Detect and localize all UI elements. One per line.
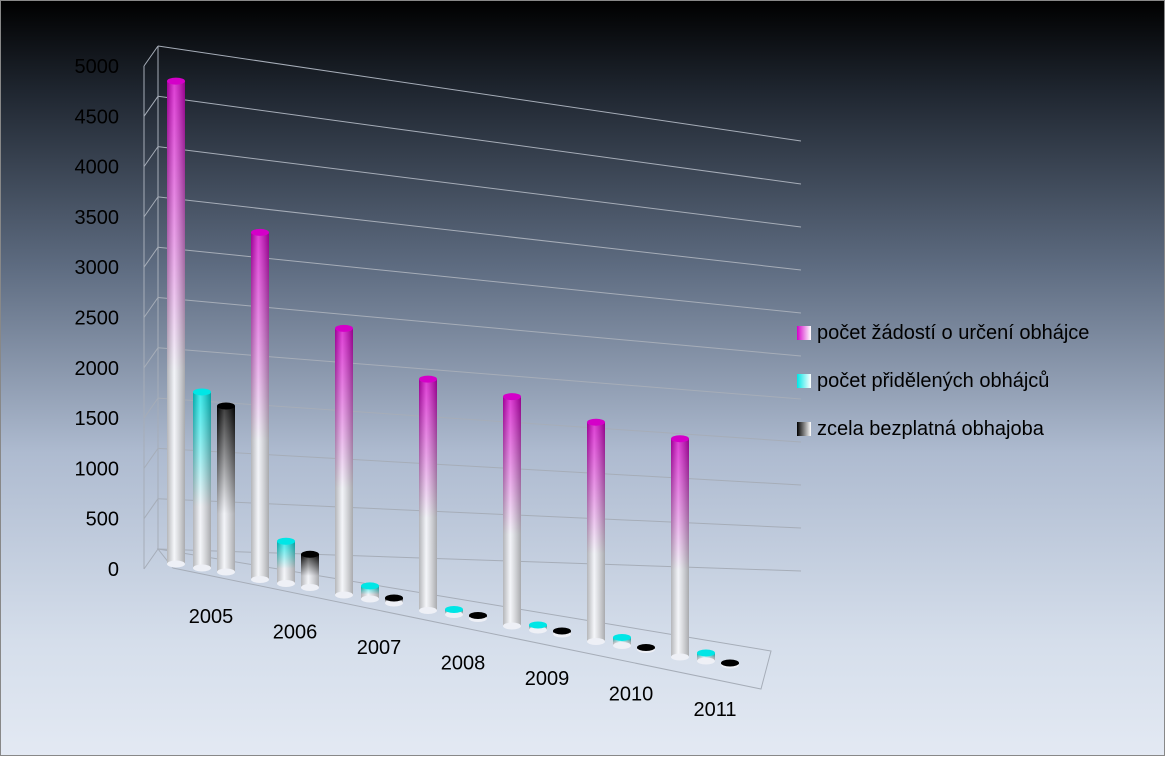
bar-top — [721, 659, 739, 667]
x-tick-label: 2005 — [189, 606, 234, 628]
gridline — [157, 196, 802, 271]
gridline — [157, 95, 802, 185]
bar-base — [361, 595, 379, 603]
bar-shading — [613, 637, 631, 646]
bar-top — [697, 649, 715, 657]
bar-shading — [419, 379, 437, 611]
bar-top — [587, 418, 605, 426]
gridline — [143, 45, 159, 67]
y-tick-label: 2500 — [75, 308, 120, 330]
x-tick-label: 2010 — [609, 684, 654, 706]
bar-base — [301, 584, 319, 591]
legend-label: počet žádostí o určení obhájce — [817, 321, 1090, 344]
x-tick-label: 2007 — [357, 637, 402, 659]
gridline — [143, 548, 159, 570]
bar-top — [469, 611, 487, 619]
gridline — [143, 246, 159, 268]
bar-shading — [361, 585, 379, 599]
y-tick-label: 3500 — [75, 207, 120, 229]
bar-base — [697, 657, 715, 665]
bar-top — [671, 435, 689, 443]
bar-top — [503, 393, 521, 401]
bar-top — [385, 594, 403, 602]
bar-base — [167, 560, 185, 568]
bar-base — [385, 599, 403, 607]
bar-top — [251, 228, 269, 236]
bar-top — [361, 582, 379, 590]
bar-base — [419, 607, 437, 614]
bar-top — [445, 605, 463, 613]
legend-item: počet žádostí o určení obhájce — [797, 321, 1157, 345]
x-tick-label: 2006 — [273, 622, 318, 644]
bar-base — [613, 642, 631, 649]
y-tick-label: 4000 — [75, 157, 120, 179]
y-tick-label: 1000 — [75, 458, 120, 480]
bar-base — [671, 653, 689, 661]
bar-top — [553, 627, 571, 635]
gridline — [157, 146, 802, 228]
gridline — [143, 96, 159, 117]
legend: počet žádostí o určení obhájce počet při… — [797, 321, 1157, 465]
gridline — [143, 297, 159, 318]
y-tick-label: 2000 — [75, 358, 120, 380]
bar-top — [637, 643, 655, 651]
gridline — [143, 347, 159, 369]
bar-top — [277, 537, 295, 545]
bar-top — [335, 324, 353, 332]
bar-shading — [301, 554, 319, 588]
bar-shading — [503, 396, 521, 626]
bar-base — [277, 580, 295, 587]
bar-top — [193, 388, 211, 396]
bar-base — [503, 622, 521, 630]
bar-top — [167, 77, 185, 85]
x-tick-label: 2009 — [525, 668, 570, 690]
gridline — [143, 397, 159, 419]
bar-top — [301, 550, 319, 558]
bar-base — [193, 564, 211, 572]
bar-shading — [697, 652, 715, 661]
bar-base — [217, 568, 235, 576]
bar-base — [335, 591, 353, 599]
bar-base — [529, 626, 547, 634]
bar-shading — [193, 391, 211, 568]
legend-swatch — [797, 326, 811, 340]
bar-shading — [671, 438, 689, 657]
gridline — [143, 498, 159, 519]
bar-shading — [335, 328, 353, 595]
y-tick-label: 0 — [108, 559, 119, 581]
y-tick-label: 4500 — [75, 106, 120, 128]
y-tick-label: 5000 — [75, 56, 120, 78]
legend-label: počet přidělených obhájců — [817, 369, 1050, 392]
bar-top — [217, 402, 235, 410]
bar-top — [529, 621, 547, 629]
bar-top — [419, 375, 437, 383]
x-tick-label: 2011 — [693, 699, 736, 721]
gridline — [143, 196, 159, 218]
bar-shading — [217, 406, 235, 572]
bar-shading — [277, 541, 295, 584]
bar-base — [445, 611, 463, 618]
x-tick-label: 2008 — [441, 653, 486, 675]
y-tick-label: 500 — [86, 509, 119, 531]
gridline — [143, 448, 159, 469]
bar-shading — [587, 422, 605, 642]
y-tick-label: 1500 — [75, 408, 120, 430]
legend-label: zcela bezplatná obhajoba — [817, 417, 1044, 440]
bar-shading — [167, 81, 185, 565]
bar-base — [587, 638, 605, 645]
bar-base — [251, 576, 269, 583]
legend-item: počet přidělených obhájců — [797, 369, 1157, 393]
gridline — [143, 146, 159, 167]
y-tick-label: 3000 — [75, 257, 120, 279]
legend-swatch — [797, 422, 811, 436]
bar-shading — [251, 232, 269, 580]
legend-item: zcela bezplatná obhajoba — [797, 417, 1157, 441]
bar-top — [613, 633, 631, 641]
gridline — [157, 45, 802, 142]
legend-swatch — [797, 374, 811, 388]
